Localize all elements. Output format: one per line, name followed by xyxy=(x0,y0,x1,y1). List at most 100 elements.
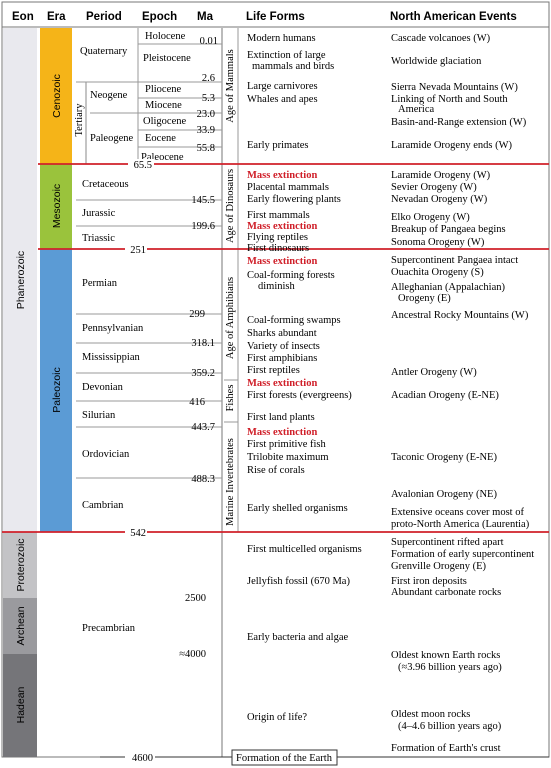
life-first-mammals: First mammals xyxy=(247,210,310,221)
life-mammals-birds: mammals and birds xyxy=(252,61,334,72)
eon-proterozoic-label: Proterozoic xyxy=(15,538,27,591)
epoch-miocene: Miocene xyxy=(145,100,182,111)
eon-proterozoic-band xyxy=(3,532,37,598)
life-corals: Rise of corals xyxy=(247,465,305,476)
period-quaternary: Quaternary xyxy=(80,46,128,57)
age-of-dinosaurs-label: Age of Dinosaurs xyxy=(225,169,236,243)
ma-2500: 2500 xyxy=(185,593,206,604)
age-of-fishes-label: Fishes xyxy=(225,385,236,412)
eon-phanerozoic-label: Phanerozoic xyxy=(15,251,27,309)
eon-archean-label: Archean xyxy=(15,606,27,645)
period-ordovician: Ordovician xyxy=(82,449,130,460)
ma-55-8: 55.8 xyxy=(197,143,215,154)
period-triassic: Triassic xyxy=(82,233,115,244)
period-silurian: Silurian xyxy=(82,410,116,421)
ma-5-3: 5.3 xyxy=(202,93,215,104)
event-alleghanian-orogeny: Orogeny (E) xyxy=(398,293,451,304)
event-sonoma: Sonoma Orogeny (W) xyxy=(391,237,485,248)
life-sharks: Sharks abundant xyxy=(247,328,317,339)
ma-4000: ≈4000 xyxy=(179,649,206,660)
period-mississippian: Mississippian xyxy=(82,352,141,363)
epoch-oligocene: Oligocene xyxy=(143,116,186,127)
event-nevadan: Nevadan Orogeny (W) xyxy=(391,194,488,205)
life-flowering-plants: Early flowering plants xyxy=(247,194,341,205)
epoch-paleocene: Paleocene xyxy=(141,152,184,163)
event-cascade: Cascade volcanoes (W) xyxy=(391,33,491,44)
period-neogene: Neogene xyxy=(90,90,128,101)
period-cambrian: Cambrian xyxy=(82,500,124,511)
ma-2-6: 2.6 xyxy=(202,73,215,84)
event-moon-rocks-age: (4–4.6 billion years ago) xyxy=(398,721,502,732)
event-antler: Antler Orogeny (W) xyxy=(391,367,477,378)
period-paleogene: Paleogene xyxy=(90,133,133,144)
event-rifted: Supercontinent rifted apart xyxy=(391,537,504,548)
event-laurentia: proto-North America (Laurentia) xyxy=(391,519,530,530)
header-epoch: Epoch xyxy=(142,11,177,23)
life-mass-extinction-pt: Mass extinction xyxy=(247,256,317,267)
life-multicelled: First multicelled organisms xyxy=(247,544,362,555)
era-cenozoic-label: Cenozoic xyxy=(51,74,63,118)
eon-hadean-band xyxy=(3,654,37,757)
event-ancestral-rockies: Ancestral Rocky Mountains (W) xyxy=(391,310,529,321)
epoch-pliocene: Pliocene xyxy=(145,84,181,95)
ma-488-3: 488.3 xyxy=(191,474,215,485)
life-mass-extinction-ord: Mass extinction xyxy=(247,427,317,438)
ma-443-7: 443.7 xyxy=(191,422,215,433)
label-mask xyxy=(128,159,154,170)
event-carbonate: Abundant carbonate rocks xyxy=(391,587,501,598)
epoch-holocene: Holocene xyxy=(145,31,186,42)
event-elko: Elko Orogeny (W) xyxy=(391,212,470,223)
life-insects: Variety of insects xyxy=(247,341,320,352)
event-laramide-ends: Laramide Orogeny ends (W) xyxy=(391,140,512,151)
event-glaciation: Worldwide glaciation xyxy=(391,56,482,67)
life-early-primates: Early primates xyxy=(247,140,309,151)
life-extinction-large: Extinction of large xyxy=(247,50,326,61)
header-ma: Ma xyxy=(197,11,214,23)
period-devonian: Devonian xyxy=(82,382,124,393)
event-oldest-earth-rocks: Oldest known Earth rocks xyxy=(391,650,500,661)
age-of-invertebrates-label: Marine Invertebrates xyxy=(225,438,236,526)
life-mass-extinction-tj: Mass extinction xyxy=(247,221,317,232)
ma-23-0: 23.0 xyxy=(197,109,215,120)
event-early-supercontinent: Formation of early supercontinent xyxy=(391,549,534,560)
ma-359-2: 359.2 xyxy=(191,368,215,379)
event-sevier: Sevier Orogeny (W) xyxy=(391,182,477,193)
label-mask xyxy=(125,752,155,763)
ma-299: 299 xyxy=(189,309,205,320)
life-whales-apes: Whales and apes xyxy=(247,94,318,105)
period-cretaceous: Cretaceous xyxy=(82,179,129,190)
epoch-eocene: Eocene xyxy=(145,133,176,144)
life-large-carnivores: Large carnivores xyxy=(247,81,318,92)
event-laramide: Laramide Orogeny (W) xyxy=(391,170,491,181)
ma-199-6: 199.6 xyxy=(191,221,215,232)
age-of-amphibians-label: Age of Amphibians xyxy=(225,277,236,359)
header-period: Period xyxy=(86,11,122,23)
life-land-plants: First land plants xyxy=(247,412,315,423)
event-earth-crust: Formation of Earth's crust xyxy=(391,743,501,754)
period-pennsylvanian: Pennsylvanian xyxy=(82,323,144,334)
ma-0-01: 0.01 xyxy=(200,36,218,47)
epoch-pleistocene: Pleistocene xyxy=(143,53,191,64)
ma-318-1: 318.1 xyxy=(191,338,215,349)
life-origin: Origin of life? xyxy=(247,712,307,723)
life-mass-extinction-dev: Mass extinction xyxy=(247,378,317,389)
era-mesozoic-label: Mesozoic xyxy=(51,184,63,228)
event-taconic: Taconic Orogeny (E-NE) xyxy=(391,452,497,463)
life-diminish: diminish xyxy=(258,281,296,292)
event-iron-deposits: First iron deposits xyxy=(391,576,467,587)
event-america: America xyxy=(398,104,434,115)
life-coal-forests: Coal-forming forests xyxy=(247,270,335,281)
life-primitive-fish: First primitive fish xyxy=(247,439,327,450)
life-first-forests: First forests (evergreens) xyxy=(247,390,352,401)
ma-145-5: 145.5 xyxy=(191,195,215,206)
period-precambrian: Precambrian xyxy=(82,623,136,634)
event-basin-range: Basin-and-Range extension (W) xyxy=(391,117,527,128)
event-ouachita: Ouachita Orogeny (S) xyxy=(391,267,484,278)
era-mesozoic-band xyxy=(40,164,72,249)
event-oceans: Extensive oceans cover most of xyxy=(391,507,524,518)
event-acadian: Acadian Orogeny (E-NE) xyxy=(391,390,499,401)
life-trilobites: Trilobite maximum xyxy=(247,452,329,463)
event-pangaea-breakup: Breakup of Pangaea begins xyxy=(391,224,506,235)
ma-33-9: 33.9 xyxy=(197,125,215,136)
event-earth-rocks-age: (≈3.96 billion years ago) xyxy=(398,662,502,673)
